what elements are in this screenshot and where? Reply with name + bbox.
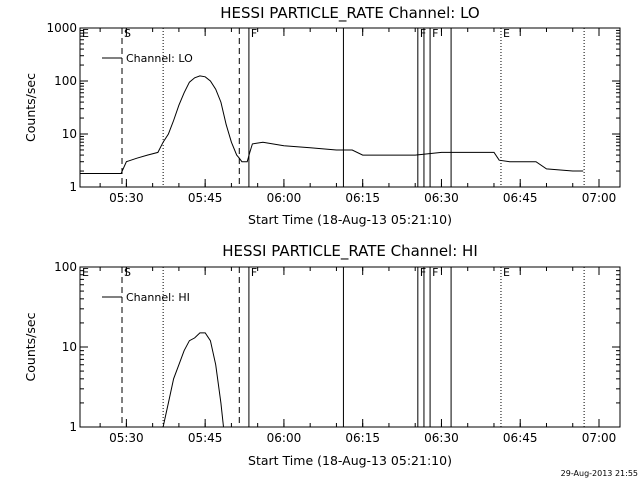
x-tick-label: 07:00 <box>582 431 617 445</box>
x-tick-label: 06:45 <box>503 191 538 205</box>
series-line <box>162 332 224 428</box>
x-tick-label: 06:15 <box>345 191 380 205</box>
hi-channel-panel: HESSI PARTICLE_RATE Channel: HI 05:30 05:4… <box>23 242 621 468</box>
y-axis-label: Counts/sec <box>23 312 38 381</box>
chart-title: HESSI PARTICLE_RATE Channel: HI <box>222 242 478 261</box>
x-tick-label: 05:45 <box>188 191 223 205</box>
x-tick-label: 05:30 <box>109 431 144 445</box>
y-tick-label: 10 <box>62 340 77 354</box>
footer-timestamp: 29-Aug-2013 21:55 <box>561 469 638 478</box>
chart-title: HESSI PARTICLE_RATE Channel: LO <box>220 4 479 23</box>
event-marker-label: S <box>124 266 131 279</box>
x-tick-label: 06:45 <box>503 431 538 445</box>
event-marker-label: F <box>251 266 257 279</box>
event-marker-label: F <box>432 266 438 279</box>
x-tick-label: 06:00 <box>267 191 302 205</box>
event-marker-label: F <box>420 266 426 279</box>
x-tick-label: 06:00 <box>267 431 302 445</box>
x-tick-label: 06:30 <box>424 431 459 445</box>
x-tick-label: 06:15 <box>345 431 380 445</box>
event-marker-label: E <box>82 266 89 279</box>
event-marker-label: S <box>124 27 131 40</box>
event-marker-label: F <box>432 27 438 40</box>
event-marker-label: E <box>503 266 510 279</box>
y-axis-label: Counts/sec <box>23 73 38 142</box>
lo-channel-panel: HESSI PARTICLE_RATE Channel: LO 05:30 05:4… <box>23 4 621 227</box>
legend-entry: Channel: LO <box>126 52 193 65</box>
x-axis-label: Start Time (18-Aug-13 05:21:10) <box>248 212 452 227</box>
event-marker-label: F <box>420 27 426 40</box>
event-marker-label: F <box>251 27 257 40</box>
y-tick-label: 1000 <box>46 21 77 35</box>
y-tick-label: 1 <box>69 420 77 434</box>
x-tick-label: 07:00 <box>582 191 617 205</box>
series-line <box>80 75 584 174</box>
x-axis-label: Start Time (18-Aug-13 05:21:10) <box>248 453 452 468</box>
legend-entry: Channel: HI <box>126 291 190 304</box>
y-tick-label: 100 <box>54 260 77 274</box>
x-tick-label: 05:30 <box>109 191 144 205</box>
x-tick-label: 06:30 <box>424 191 459 205</box>
event-marker-label: E <box>82 27 89 40</box>
x-tick-label: 05:45 <box>188 431 223 445</box>
y-tick-label: 1 <box>69 180 77 194</box>
y-tick-label: 100 <box>54 74 77 88</box>
y-tick-label: 10 <box>62 127 77 141</box>
event-marker-label: E <box>503 27 510 40</box>
